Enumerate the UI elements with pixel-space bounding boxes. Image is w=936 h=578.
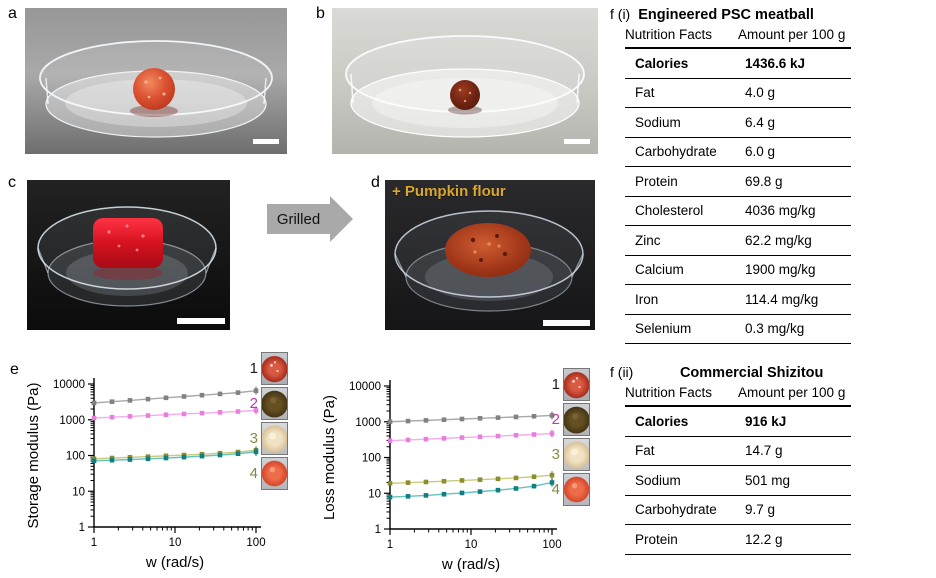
storage-modulus-chart: 1 10 100 1 10 100 1000 10000 w (rad/s) Storage mo… — [25, 378, 266, 571]
panel-e-label: e — [10, 361, 19, 378]
table-title: Engineered PSC meatball — [638, 7, 814, 23]
svg-text:1: 1 — [91, 537, 97, 549]
nutrition-row: Sodium 6.4 g — [625, 108, 851, 138]
legend-thumb-orange-ball — [563, 473, 590, 506]
panel-b-label: b — [316, 5, 325, 22]
nutrition-table-commercial-shizitou: f (ii) Commercial Shizitou Nutrition Fac… — [610, 364, 862, 555]
nutrition-row: Carbohydrate 9.7 g — [625, 496, 851, 525]
legend-item-3: 3 — [245, 422, 288, 455]
pumpkin-flour-overlay-text: + Pumpkin flour — [392, 183, 506, 200]
legend-thumb-brown-meatball — [261, 387, 288, 420]
table-body: Calories 916 kJ Fat 14.7 g Sodium 501 mg Carbo… — [625, 407, 851, 555]
legend-thumb-orange-ball — [261, 457, 288, 490]
nutrition-table-psc-meatball: f (i) Engineered PSC meatball Nutrition … — [610, 6, 862, 344]
table-header: Nutrition Facts Amount per 100 g — [625, 383, 851, 407]
svg-text:w (rad/s): w (rad/s) — [145, 554, 204, 571]
photo-grilled-meatball — [332, 8, 598, 154]
nutrition-row: Cholesterol 4036 mg/kg — [625, 197, 851, 226]
legend-item-2: 2 — [547, 403, 590, 436]
process-arrow-label: Grilled — [267, 204, 330, 234]
svg-text:100: 100 — [542, 539, 561, 551]
scale-bar — [177, 318, 225, 324]
legend-number: 2 — [551, 411, 560, 428]
legend-item-1: 1 — [547, 368, 590, 401]
photo-grilled-patty: + Pumpkin flour — [385, 180, 595, 330]
svg-text:1000: 1000 — [355, 417, 381, 429]
panel-f2-label: f (ii) — [610, 364, 634, 380]
legend-thumb-brown-meatball — [563, 403, 590, 436]
svg-text:1: 1 — [79, 522, 85, 534]
scale-bar — [253, 139, 279, 144]
loss-modulus-chart: 1 10 100 1 10 100 1000 10000 w (rad/s) Loss modul… — [321, 380, 562, 573]
storage-chart-legend: 1 2 3 4 — [245, 352, 288, 490]
panel-a-label: a — [8, 5, 17, 22]
legend-item-3: 3 — [547, 438, 590, 471]
svg-text:10: 10 — [368, 488, 381, 500]
legend-thumb-cream-dough — [261, 422, 288, 455]
svg-text:1: 1 — [387, 539, 393, 551]
legend-thumb-red-meatball — [261, 352, 288, 385]
process-arrow: Grilled — [267, 196, 353, 242]
nutrition-row: Fat 4.0 g — [625, 79, 851, 108]
petri-dish-raw-meatball-image — [25, 8, 287, 154]
legend-number: 1 — [249, 360, 258, 377]
svg-text:10: 10 — [72, 486, 85, 498]
svg-text:1000: 1000 — [59, 415, 85, 427]
legend-number: 3 — [249, 430, 258, 447]
legend-thumb-cream-dough — [563, 438, 590, 471]
nutrition-row: Calories 916 kJ — [625, 407, 851, 437]
arrow-head-icon — [330, 196, 353, 242]
nutrition-row: Selenium 0.3 mg/kg — [625, 315, 851, 344]
nutrition-row: Calories 1436.6 kJ — [625, 49, 851, 79]
nutrition-row: Fat 14.7 g — [625, 437, 851, 466]
header-nutrition-facts: Nutrition Facts — [625, 27, 713, 42]
legend-item-1: 1 — [245, 352, 288, 385]
nutrition-row: Calcium 1900 mg/kg — [625, 256, 851, 285]
legend-number: 3 — [551, 446, 560, 463]
header-amount: Amount per 100 g — [738, 385, 846, 400]
svg-text:w (rad/s): w (rad/s) — [441, 556, 500, 573]
nutrition-row: Sodium 501 mg — [625, 466, 851, 496]
panel-c-label: c — [8, 174, 16, 191]
legend-item-4: 4 — [547, 473, 590, 506]
table-header: Nutrition Facts Amount per 100 g — [625, 25, 851, 49]
legend-item-2: 2 — [245, 387, 288, 420]
svg-text:100: 100 — [362, 453, 381, 465]
table-title: Commercial Shizitou — [679, 365, 824, 381]
scale-bar — [543, 320, 590, 326]
header-nutrition-facts: Nutrition Facts — [625, 385, 713, 400]
header-amount: Amount per 100 g — [738, 27, 846, 42]
svg-text:1: 1 — [375, 524, 381, 536]
svg-text:100: 100 — [246, 537, 265, 549]
nutrition-row: Carbohydrate 6.0 g — [625, 138, 851, 167]
nutrition-row: Zinc 62.2 mg/kg — [625, 226, 851, 256]
petri-dish-grilled-meatball-image — [332, 8, 598, 154]
legend-number: 4 — [551, 481, 560, 498]
svg-text:Storage modulus (Pa): Storage modulus (Pa) — [25, 383, 42, 529]
nutrition-row: Iron 114.4 mg/kg — [625, 285, 851, 315]
nutrition-row: Protein 12.2 g — [625, 525, 851, 555]
legend-number: 1 — [551, 376, 560, 393]
legend-thumb-red-meatball — [563, 368, 590, 401]
panel-d-label: d — [371, 174, 380, 191]
photo-raw-patty — [27, 180, 230, 330]
photo-raw-meatball — [25, 8, 287, 154]
legend-number: 2 — [249, 395, 258, 412]
loss-chart-legend: 1 2 3 4 — [547, 368, 590, 506]
svg-text:Loss modulus (Pa): Loss modulus (Pa) — [321, 395, 338, 520]
nutrition-row: Protein 69.8 g — [625, 167, 851, 197]
panel-f1-label: f (i) — [610, 6, 631, 22]
table-body: Calories 1436.6 kJ Fat 4.0 g Sodium 6.4 g Carb… — [625, 49, 851, 344]
legend-item-4: 4 — [245, 457, 288, 490]
petri-dish-grilled-patty-image — [385, 180, 595, 330]
svg-text:10: 10 — [169, 537, 182, 549]
svg-text:10: 10 — [465, 539, 478, 551]
svg-text:10000: 10000 — [53, 379, 85, 391]
svg-text:100: 100 — [66, 451, 85, 463]
scale-bar — [564, 139, 590, 144]
legend-number: 4 — [249, 465, 258, 482]
svg-text:10000: 10000 — [349, 381, 381, 393]
petri-dish-raw-patty-image — [27, 180, 230, 330]
